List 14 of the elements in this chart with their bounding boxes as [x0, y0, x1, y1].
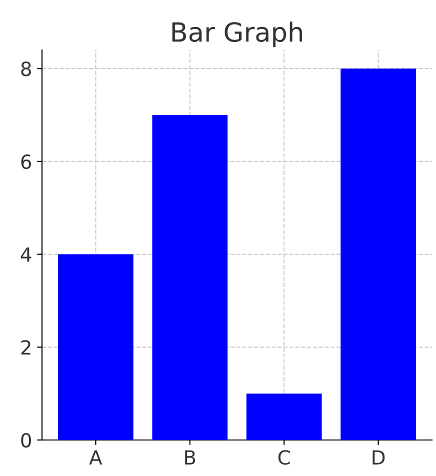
x-tick-label: D	[372, 450, 385, 464]
bar	[340, 68, 416, 440]
y-tick-label: 0	[21, 432, 31, 448]
y-tick-label: 8	[21, 62, 31, 76]
bar	[246, 394, 322, 440]
y-tick-label: 6	[21, 154, 32, 170]
x-tick-label: B	[185, 450, 196, 464]
y-tick-label: 4	[20, 247, 32, 262]
x-tick-label: C	[278, 450, 290, 465]
chart-title: Bar Graph	[172, 22, 302, 48]
x-tick-label: A	[89, 450, 102, 464]
y-tick-label: 2	[21, 340, 30, 355]
bar	[152, 115, 228, 440]
bar	[58, 254, 134, 440]
